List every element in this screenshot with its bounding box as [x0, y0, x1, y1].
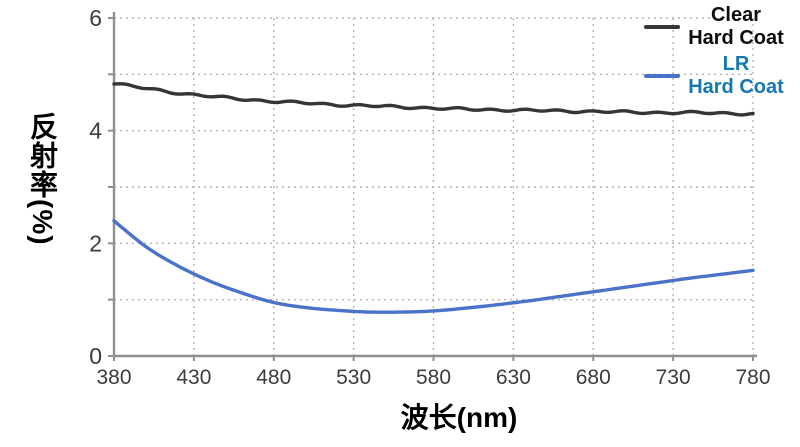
x-tick-label: 430 [176, 366, 211, 389]
series-line-clear-hard-coat [112, 82, 755, 117]
x-tick-label: 480 [256, 366, 291, 389]
legend-entry-lr-hard-coat: LR Hard Coat [644, 53, 784, 99]
x-tick-label: 580 [416, 366, 451, 389]
x-tick-label: 530 [336, 366, 371, 389]
x-tick-label: 380 [96, 366, 131, 389]
legend-line-swatch-lr [644, 74, 680, 78]
y-tick-label: 0 [89, 343, 102, 369]
series-line-lr-hard-coat [112, 219, 755, 314]
y-tick-label: 2 [89, 230, 102, 256]
x-tick-label: 680 [576, 366, 611, 389]
legend-label-clear-line1: Clear [710, 4, 762, 26]
chart-legend: Clear Hard Coat LR Hard Coat [644, 4, 784, 99]
x-tick-label: 780 [735, 366, 770, 389]
y-tick-label: 6 [89, 5, 102, 31]
legend-label-lr-line1: LR [722, 53, 750, 75]
legend-label-lr-line2: Hard Coat [688, 76, 784, 98]
legend-entry-clear-hard-coat: Clear Hard Coat [644, 4, 784, 50]
x-tick-label: 630 [496, 366, 531, 389]
x-tick-label: 730 [656, 366, 691, 389]
x-axis-title: 波长(nm) [400, 402, 518, 433]
y-axis-title: 反射率(%) [27, 112, 58, 246]
legend-line-swatch-clear [644, 25, 680, 29]
y-tick-label: 4 [89, 118, 102, 144]
legend-label-clear-line2: Hard Coat [688, 27, 784, 49]
